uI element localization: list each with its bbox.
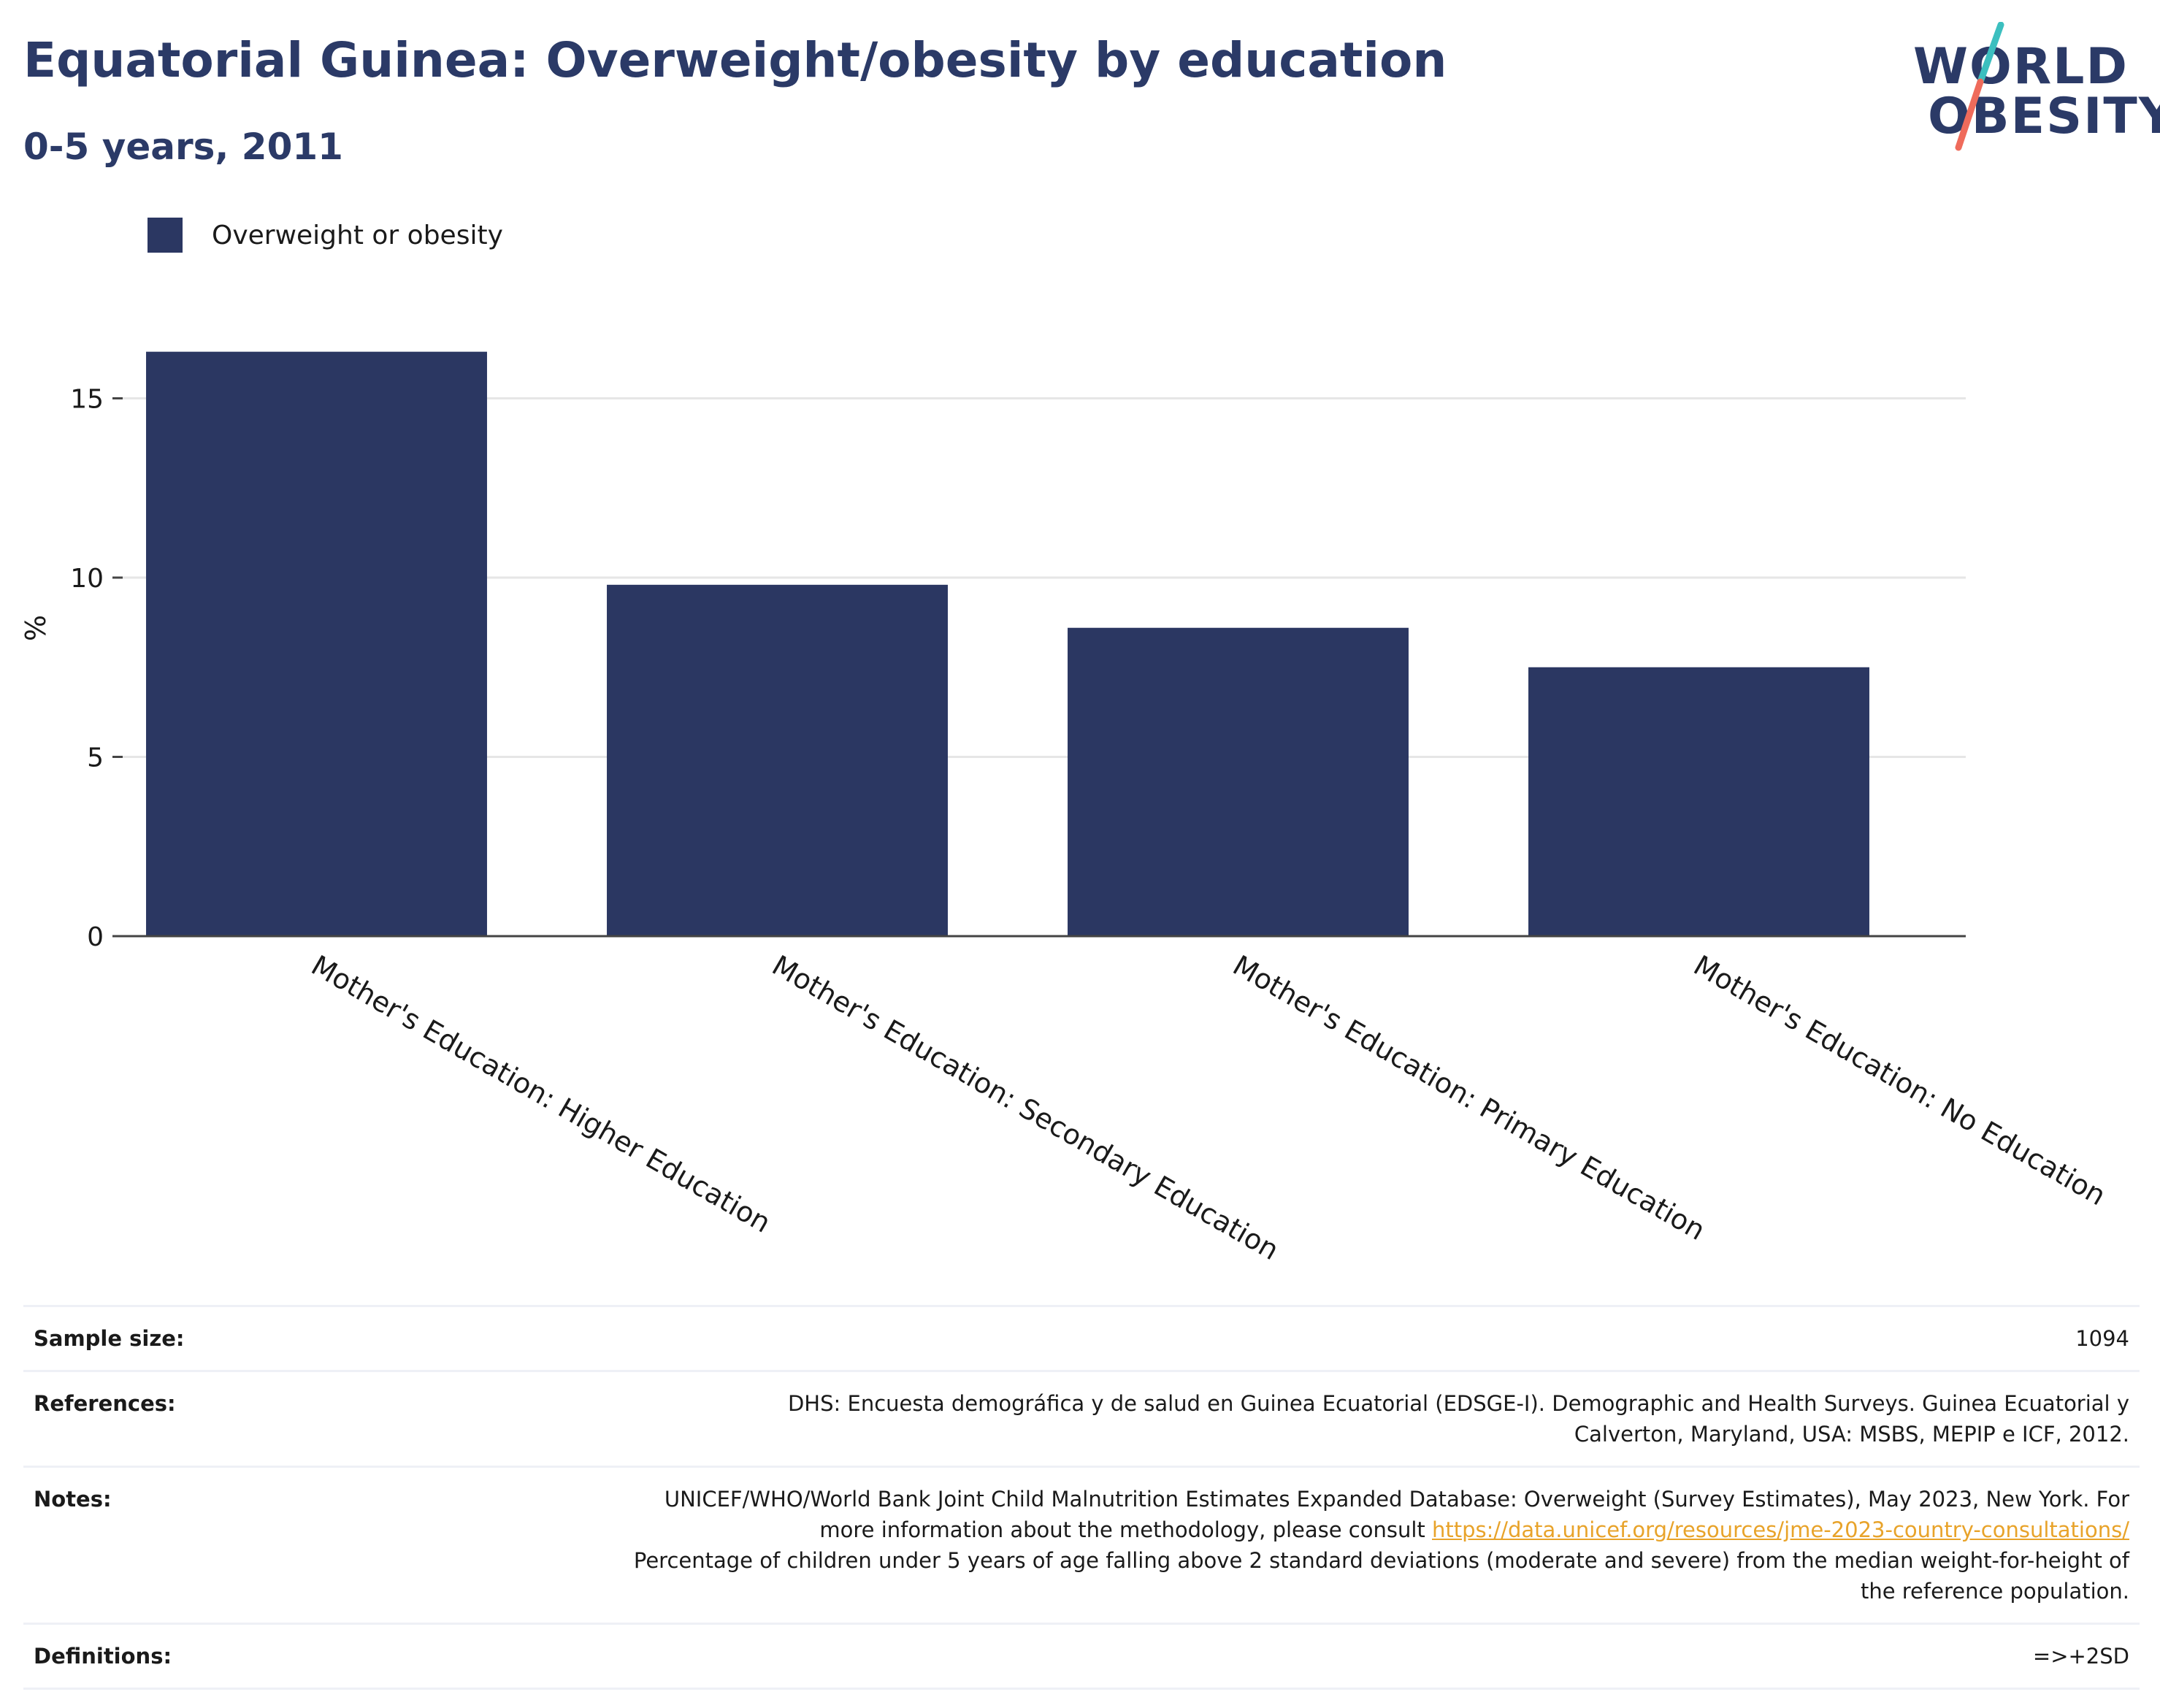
x-tick-label: Mother's Education: Higher Education xyxy=(306,949,776,1239)
x-tick-label: Mother's Education: Primary Education xyxy=(1228,949,1711,1246)
notes-label: Notes: xyxy=(34,1487,112,1512)
legend-label-overweight: Overweight or obesity xyxy=(212,221,503,250)
bar xyxy=(146,351,487,936)
logo-word-world: WORLD xyxy=(1913,38,2129,96)
y-tick-label: 5 xyxy=(87,743,104,773)
info-row-notes: Notes: UNICEF/WHO/World Bank Joint Child… xyxy=(23,1466,2140,1623)
y-tick-label: 10 xyxy=(70,564,104,594)
definitions-value: =>+2SD xyxy=(2032,1644,2129,1669)
definitions-label: Definitions: xyxy=(34,1644,172,1669)
references-value: DHS: Encuesta demográfica y de salud en … xyxy=(787,1391,2129,1447)
bar-chart: Overweight or obesity 0 5 10 15 Mother's Ed… xyxy=(20,218,2111,1267)
y-axis-ticks: 0 5 10 15 xyxy=(70,385,123,952)
notes-value: UNICEF/WHO/World Bank Joint Child Malnut… xyxy=(610,1484,2140,1606)
notes-text: UNICEF/WHO/World Bank Joint Child Malnut… xyxy=(664,1487,2129,1542)
info-table: Sample size: 1094 References: DHS: Encue… xyxy=(23,1305,2140,1690)
references-label: References: xyxy=(34,1391,176,1416)
x-axis-labels: Mother's Education: Higher EducationMoth… xyxy=(306,949,2111,1267)
info-row-definitions: Definitions: =>+2SD xyxy=(23,1623,2140,1690)
sample-size-value: 1094 xyxy=(2075,1326,2129,1351)
bar xyxy=(607,584,948,936)
info-row-references: References: DHS: Encuesta demográfica y … xyxy=(23,1370,2140,1466)
chart-legend: Overweight or obesity xyxy=(148,218,503,253)
bar xyxy=(1528,667,1869,936)
y-axis-label: % xyxy=(20,615,52,641)
x-tick-label: Mother's Education: No Education xyxy=(1688,949,2111,1212)
bars xyxy=(146,351,1869,936)
world-obesity-logo: WORLD OBESITY xyxy=(1899,22,2160,153)
y-tick-label: 15 xyxy=(70,385,104,415)
page-subtitle: 0-5 years, 2011 xyxy=(23,126,343,168)
info-row-sample-size: Sample size: 1094 xyxy=(23,1305,2140,1370)
page-title: Equatorial Guinea: Overweight/obesity by… xyxy=(23,32,1447,88)
x-tick-label: Mother's Education: Secondary Education xyxy=(767,949,1284,1267)
notes-link[interactable]: https://data.unicef.org/resources/jme-20… xyxy=(1432,1517,2129,1542)
bar xyxy=(1068,627,1409,936)
y-tick-label: 0 xyxy=(87,922,104,952)
sample-size-label: Sample size: xyxy=(34,1326,185,1351)
legend-swatch-overweight xyxy=(148,218,183,253)
logo-slash-icon xyxy=(1955,22,2004,151)
notes-text-2: Percentage of children under 5 years of … xyxy=(633,1548,2129,1604)
